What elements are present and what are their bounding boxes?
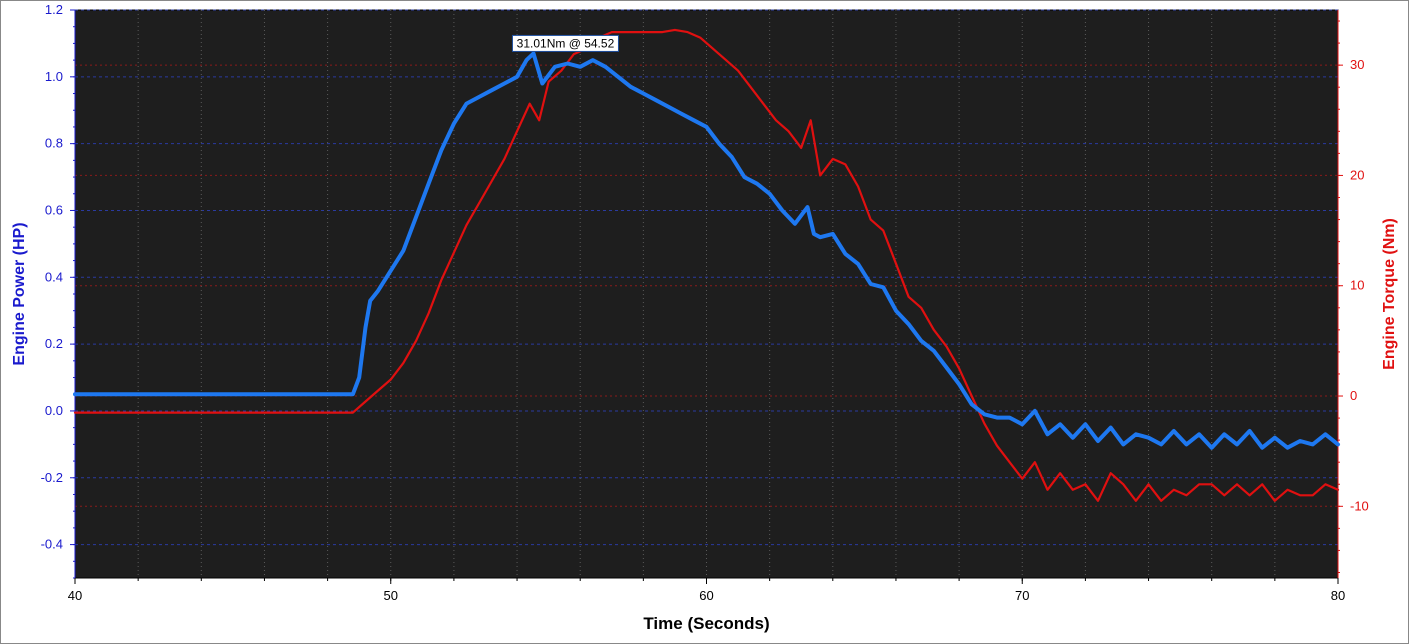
- annotation-box: [511, 34, 619, 52]
- x-tick-label: 70: [1015, 588, 1029, 603]
- right-tick-label: -10: [1350, 498, 1369, 513]
- x-tick-label: 40: [68, 588, 82, 603]
- left-tick-label: 0.8: [45, 136, 63, 151]
- grid-lines: [74, 9, 1339, 578]
- right-axis-ticks: 30 20 10 0 -10: [1337, 10, 1369, 578]
- x-axis-title: Time (Seconds): [643, 614, 769, 633]
- left-tick-label: -0.4: [41, 537, 63, 552]
- right-tick-label: 10: [1350, 278, 1364, 293]
- right-axis-title: Engine Torque (Nm): [1381, 218, 1398, 370]
- annotation-label: 31.01Nm @ 54.52: [517, 36, 615, 50]
- left-tick-label: -0.2: [41, 470, 63, 485]
- left-tick-label: 0.0: [45, 403, 63, 418]
- right-tick-label: 30: [1350, 57, 1364, 72]
- right-tick-label: 0: [1350, 388, 1357, 403]
- left-tick-label: 0.4: [45, 269, 63, 284]
- series-layer: [73, 28, 1340, 502]
- engine-power-line: [73, 51, 1340, 450]
- x-tick-label: 50: [384, 588, 398, 603]
- left-tick-label: 1.0: [45, 69, 63, 84]
- x-tick-label: 60: [699, 588, 713, 603]
- left-axis-title: Engine Power (HP): [11, 222, 28, 365]
- x-tick-label: 80: [1331, 588, 1345, 603]
- left-tick-label: 0.2: [45, 336, 63, 351]
- right-tick-label: 20: [1350, 167, 1364, 182]
- left-axis-ticks: 1.2 1.0 0.8 0.6 0.4 0.2 0.0 -0.2 -0.4: [41, 2, 76, 579]
- x-axis-ticks: 40 50 60 70 80: [68, 578, 1345, 603]
- left-tick-label: 0.6: [45, 202, 63, 217]
- annotation: 31.01Nm @ 54.52: [511, 34, 619, 52]
- engine-torque-line: [73, 28, 1340, 502]
- left-tick-label: 1.2: [45, 2, 63, 17]
